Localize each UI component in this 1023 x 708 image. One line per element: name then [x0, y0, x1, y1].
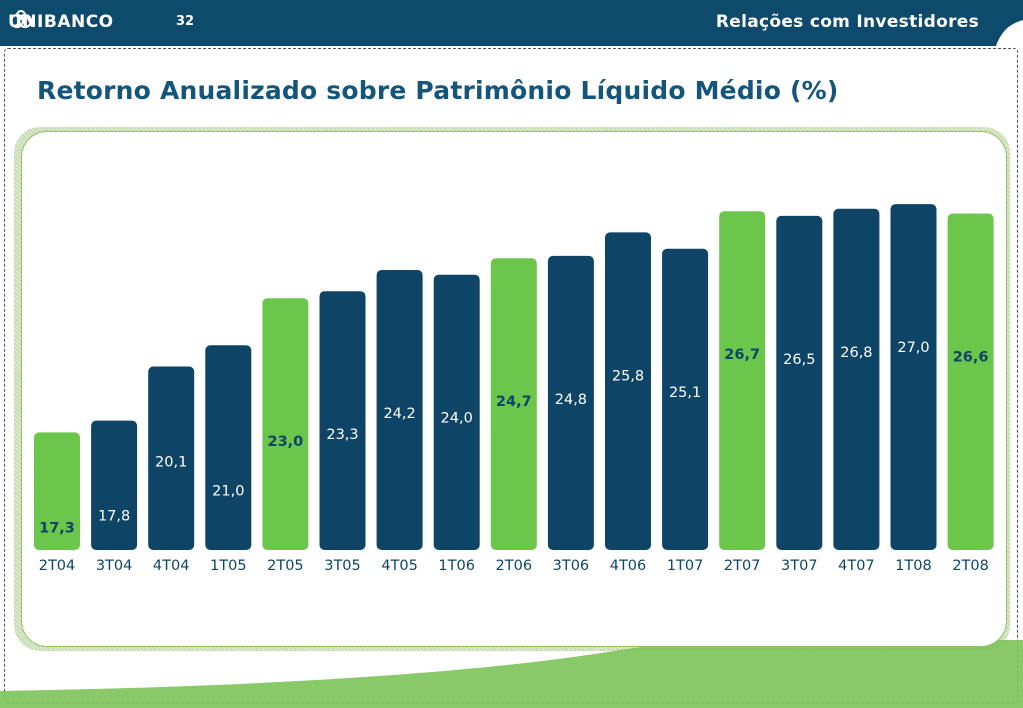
bar-1T08	[890, 204, 937, 550]
unibanco-logo-icon	[9, 10, 33, 29]
page-number: 32	[176, 14, 195, 29]
category-label-1T05: 1T05	[210, 558, 247, 574]
bar-1T07	[662, 248, 709, 551]
value-label-1T05: 21,0	[212, 483, 244, 499]
category-label-3T04: 3T04	[96, 558, 133, 574]
category-label-3T05: 3T05	[324, 558, 361, 574]
header-bar: UNIBANCO 32 Relações com Investidores	[0, 0, 1023, 46]
category-label-3T07: 3T07	[781, 558, 818, 574]
bar-1T05	[205, 345, 252, 550]
category-label-1T07: 1T07	[667, 558, 704, 574]
header-background	[0, 0, 1023, 46]
bar-2T04	[34, 432, 80, 550]
unibanco-logo: UNIBANCO	[8, 9, 114, 35]
category-label-2T07: 2T07	[724, 558, 761, 574]
value-label-1T07: 25,1	[669, 385, 701, 401]
bar-4T05	[376, 270, 423, 550]
category-label-1T06: 1T06	[438, 558, 475, 574]
value-label-2T05: 23,0	[268, 434, 304, 450]
bar-2T08	[947, 213, 994, 550]
category-label-4T06: 4T06	[610, 558, 647, 574]
bar-3T06	[547, 255, 594, 550]
value-label-3T07: 26,5	[783, 352, 815, 368]
category-label-4T07: 4T07	[838, 558, 875, 574]
value-label-1T08: 27,0	[897, 340, 929, 356]
brand-name: UNIBANCO	[8, 12, 114, 32]
bar-4T04	[148, 366, 195, 550]
bar-1T06	[433, 274, 480, 550]
category-label-3T06: 3T06	[553, 558, 590, 574]
section-title: Relações com Investidores	[715, 12, 979, 32]
bar-3T05	[319, 291, 366, 550]
value-label-4T04: 20,1	[155, 455, 187, 471]
value-label-3T06: 24,8	[555, 392, 587, 408]
category-label-4T04: 4T04	[153, 558, 190, 574]
value-label-4T07: 26,8	[840, 345, 872, 361]
chart-title: Retorno Anualizado sobre Patrimônio Líqu…	[37, 76, 839, 105]
value-label-2T06: 24,7	[496, 394, 532, 410]
bar-3T07	[776, 215, 823, 550]
category-label-2T04: 2T04	[39, 558, 76, 574]
value-label-4T06: 25,8	[612, 368, 644, 384]
category-label-2T06: 2T06	[496, 558, 533, 574]
value-label-4T05: 24,2	[383, 406, 415, 422]
category-label-4T05: 4T05	[381, 558, 418, 574]
bar-2T05	[262, 298, 309, 550]
value-label-2T08: 26,6	[953, 350, 989, 366]
bar-4T07	[833, 208, 880, 551]
value-label-1T06: 24,0	[441, 411, 473, 427]
value-label-3T04: 17,8	[98, 509, 130, 525]
value-label-2T04: 17,3	[39, 520, 75, 536]
bar-2T06	[490, 258, 537, 550]
value-label-3T05: 23,3	[326, 427, 358, 443]
bar-2T07	[719, 211, 766, 550]
value-label-2T07: 26,7	[724, 347, 760, 363]
bottom-decor-band	[0, 640, 1023, 708]
category-label-2T08: 2T08	[952, 558, 989, 574]
category-label-1T08: 1T08	[895, 558, 932, 574]
category-label-2T05: 2T05	[267, 558, 304, 574]
bar-4T06	[605, 232, 651, 550]
bar-3T04	[91, 420, 138, 550]
